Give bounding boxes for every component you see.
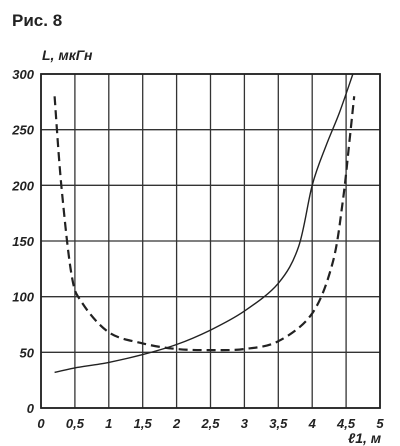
- x-tick-label: 4: [308, 416, 317, 431]
- x-tick-label: 2,5: [200, 416, 220, 431]
- y-tick-label: 50: [20, 345, 35, 360]
- series-line-solid: [54, 73, 354, 374]
- x-tick-label: 0: [37, 416, 45, 431]
- x-tick-label: 4,5: [336, 416, 356, 431]
- x-tick-label: 2: [172, 416, 181, 431]
- plot-frame: [40, 73, 381, 409]
- y-tick-label: 200: [11, 178, 34, 193]
- x-tick-label: 3: [241, 416, 249, 431]
- y-axis-label: L, мкГн: [42, 47, 93, 63]
- series-group: [53, 73, 356, 374]
- y-tick-label: 0: [27, 401, 35, 416]
- y-tick-label: 250: [11, 123, 34, 138]
- x-axis-label: ℓ1, м: [348, 430, 382, 446]
- y-tick-label: 300: [12, 67, 34, 82]
- grid-lines: [40, 73, 381, 409]
- x-tick-label: 5: [376, 416, 384, 431]
- x-tick-label: 1,5: [134, 416, 153, 431]
- x-tick-label: 1: [105, 416, 112, 431]
- x-tick-label: 3,5: [269, 416, 288, 431]
- series-line-dashed: [53, 96, 356, 352]
- x-tick-label: 0,5: [66, 416, 85, 431]
- figure-label: Рис. 8: [12, 11, 62, 30]
- y-tick-label: 100: [12, 290, 34, 305]
- y-tick-label: 150: [12, 234, 34, 249]
